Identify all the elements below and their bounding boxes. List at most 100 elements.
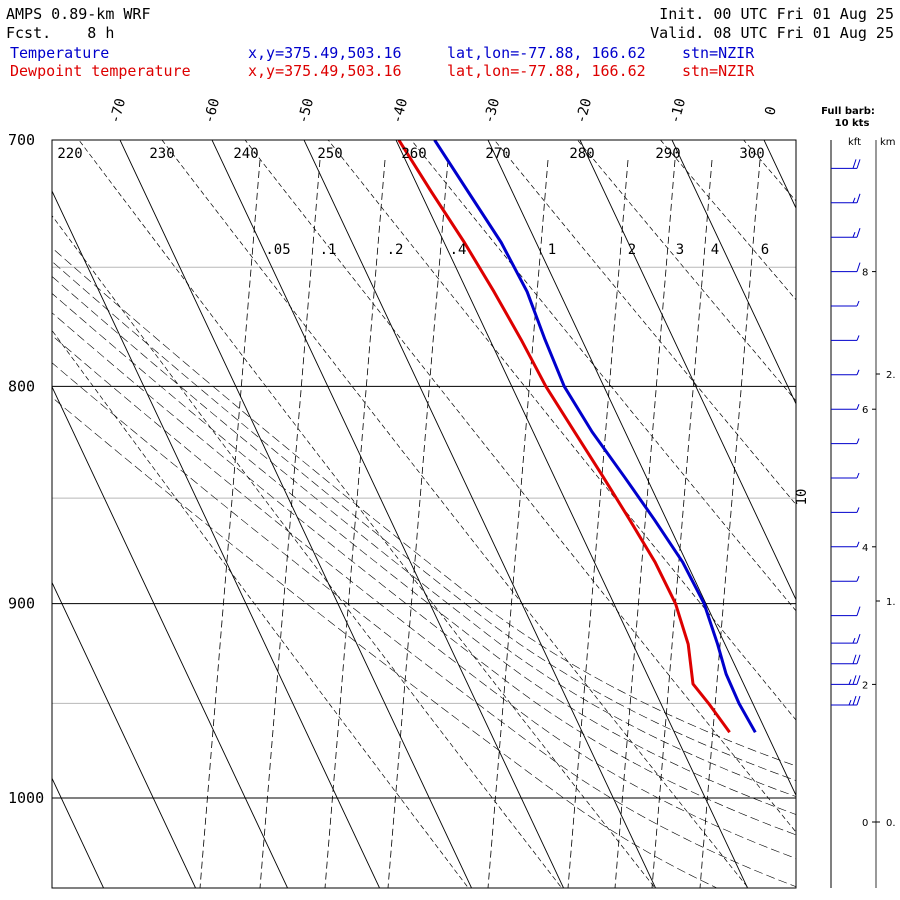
wind-barb-half: [856, 300, 860, 307]
fcst-label: Fcst.: [6, 24, 52, 42]
wind-barb-half: [852, 637, 856, 644]
wind-barb-flag: [856, 606, 861, 616]
valid-time: Valid. 08 UTC Fri 01 Aug 25: [650, 24, 894, 42]
dry-adiabat-label: 260: [401, 146, 426, 162]
isotherm-label: -70: [107, 97, 129, 126]
dry-adiabat: [577, 140, 796, 402]
dry-adiabat: [327, 140, 796, 721]
legend-temperature-xy: x,y=375.49,503.16: [248, 44, 402, 62]
legend-dewpoint-stn: stn=NZIR: [682, 62, 755, 80]
kft-tick-label: 6: [862, 405, 868, 416]
wind-barb-flag: [856, 695, 861, 706]
wind-barb-half: [856, 576, 860, 582]
mixing-ratio-label: 3: [676, 242, 684, 258]
wind-barb-half: [852, 232, 856, 238]
wind-panel-title: Full barb:: [821, 106, 875, 117]
wind-panel-subtitle: 10 kts: [835, 118, 870, 129]
dry-adiabat-label: 300: [739, 146, 764, 162]
sounding-profiles: [397, 140, 757, 734]
legend-temperature-latlon: lat,lon=-77.88, 166.62: [447, 44, 646, 62]
wind-barb-flag: [852, 159, 857, 169]
dry-adiabat: [410, 140, 796, 612]
wind-panel: Full barb:10 kts kft km 8 6 4 2 0 2. 1. 0.: [821, 106, 896, 888]
legend-dewpoint-latlon: lat,lon=-77.88, 166.62: [447, 62, 646, 80]
kft-tick-label: 8: [862, 268, 868, 279]
legend-dewpoint-name: Dewpoint temperature: [10, 62, 191, 80]
mixing-ratio-line: [487, 159, 549, 888]
km-tick-label: 1.: [886, 597, 896, 608]
isotherm-label: -40: [389, 97, 411, 126]
kft-tick-label: 4: [862, 543, 868, 554]
isotherm-label: -30: [481, 97, 503, 126]
isotherm: [671, 140, 796, 405]
legend-temperature-stn: stn=NZIR: [682, 44, 755, 62]
isotherm: [211, 140, 565, 888]
dry-adiabat: [161, 140, 749, 888]
dry-adiabat-label: 280: [569, 146, 594, 162]
isotherm-label: -10: [667, 97, 689, 126]
mixing-ratio-line: [651, 159, 713, 888]
isotherm-label: -20: [573, 97, 595, 126]
isotherm: [52, 385, 289, 888]
wind-barb-half: [856, 541, 860, 547]
isotherm: [119, 140, 473, 888]
mixing-ratio-label: .05: [265, 242, 290, 258]
mixing-ratio-line: [699, 159, 761, 888]
wind-barb-half: [852, 197, 856, 203]
moist-adiabat: [52, 312, 796, 836]
pressure-label: 700: [8, 131, 35, 149]
mixing-ratio-line: [199, 159, 261, 888]
wind-barb-half: [856, 438, 860, 444]
wind-barb-half: [856, 369, 860, 375]
isotherm: [579, 140, 796, 601]
dry-adiabat: [244, 140, 796, 833]
km-tick-label: 0.: [886, 818, 896, 829]
kft-tick-label: 0: [862, 818, 868, 829]
mixing-ratio-label: .1: [320, 242, 337, 258]
mixing-ratio-line: [387, 159, 449, 888]
moist-adiabat: [52, 293, 796, 815]
mixing-ratio-label: 1: [548, 242, 556, 258]
wind-barb-flag: [856, 675, 861, 685]
isotherm: [52, 777, 105, 888]
wind-barb-half: [848, 679, 852, 685]
isotherm: [52, 581, 197, 888]
moist-adiabat: [52, 261, 796, 781]
isotherm: [395, 140, 749, 888]
wind-barb-flag: [852, 675, 857, 685]
fcst-value: 8 h: [87, 24, 115, 42]
dewpoint-profile: [397, 140, 731, 734]
pressure-label: 1000: [8, 789, 44, 807]
moist-adiabat: [52, 276, 796, 797]
temperature-profile: [433, 140, 757, 734]
forecast-hour: Fcst. 8 h: [6, 24, 114, 42]
dry-adiabat: [52, 215, 563, 888]
legend-temperature-name: Temperature: [10, 44, 110, 62]
mixing-ratio-line: [614, 159, 676, 888]
dry-adiabat-label: 220: [57, 146, 82, 162]
dry-adiabat-label: 230: [149, 146, 174, 162]
wind-barb-flag: [852, 695, 857, 706]
wind-barb-half: [856, 335, 860, 341]
isotherm: [763, 140, 796, 210]
dry-adiabat: [493, 140, 796, 506]
dry-adiabat-label: 290: [655, 146, 680, 162]
wind-barb-flag: [856, 654, 861, 664]
kft-axis-label: kft: [848, 137, 861, 148]
wind-barb-flag: [856, 633, 861, 644]
pressure-label: 900: [8, 595, 35, 613]
wind-barb-flag: [852, 654, 857, 664]
mixing-ratio-label: .2: [387, 242, 404, 258]
wind-barb-half: [856, 404, 860, 410]
kft-tick-label: 2: [862, 680, 868, 691]
isotherm: [0, 130, 16, 898]
axis-labels: 700 800 900 1000 -70 -60 -50 -40 -30 -20 -10 0 10 220…: [8, 97, 810, 807]
legend-dewpoint-xy: x,y=375.49,503.16: [248, 62, 402, 80]
wind-barb-flag: [856, 159, 861, 169]
moist-adiabat: [52, 335, 796, 859]
dry-adiabat: [78, 140, 656, 888]
wind-barb-flag: [856, 262, 861, 272]
isotherm: [52, 190, 381, 888]
wind-barb-half: [856, 472, 860, 479]
km-axis-label: km: [880, 137, 896, 148]
